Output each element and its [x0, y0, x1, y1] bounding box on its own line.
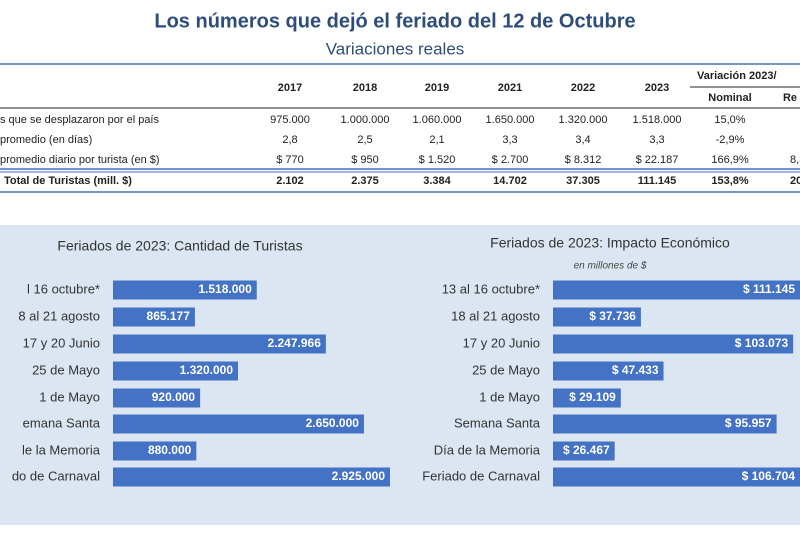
category-label: 8 al 21 agosto [18, 308, 100, 323]
value-label: 2.650.000 [306, 416, 360, 430]
column-header: 2017 [278, 82, 302, 94]
bar [553, 441, 615, 461]
cell: $ 22.187 [636, 154, 679, 166]
bar [113, 334, 326, 354]
cell: 3.384 [423, 175, 451, 187]
cell: 2,5 [357, 134, 372, 146]
value-label: $ 106.704 [742, 469, 796, 483]
value-label: 880.000 [148, 443, 192, 457]
cell: $ 770 [276, 154, 304, 166]
bar [553, 414, 777, 434]
category-label: Feriado de Carnaval [422, 468, 540, 483]
value-label: $ 103.073 [735, 336, 789, 350]
subtitle: Variaciones reales [326, 39, 465, 58]
value-label: 1.518.000 [198, 282, 252, 296]
subcolumn-header: Re [783, 92, 797, 104]
value-label: $ 37.736 [589, 309, 636, 323]
bar [113, 388, 201, 408]
cell: $ 1.520 [419, 154, 456, 166]
category-label: l 16 octubre* [27, 281, 100, 296]
chart-title: Feriados de 2023: Cantidad de Turistas [57, 238, 302, 254]
cell: 1.650.000 [486, 114, 535, 126]
category-label: 25 de Mayo [32, 362, 100, 377]
cell: 2.375 [351, 175, 379, 187]
cell: 8,3 [790, 154, 800, 166]
cell: -2,9% [716, 134, 745, 146]
row-label: promedio (en días) [0, 134, 92, 146]
bar [113, 414, 364, 434]
cell: 15,0% [714, 114, 745, 126]
value-label: $ 95.957 [725, 416, 772, 430]
title: Los números que dejó el feriado del 12 d… [154, 10, 635, 32]
cell: 1.320.000 [559, 114, 608, 126]
category-label: 25 de Mayo [472, 362, 540, 377]
category-label: Semana Santa [454, 415, 541, 430]
category-label: Día de la Memoria [434, 442, 541, 457]
value-label: $ 26.467 [563, 443, 610, 457]
cell: $ 8.312 [565, 154, 602, 166]
cell: 2,8 [282, 134, 297, 146]
value-label: 2.247.966 [267, 336, 321, 350]
column-header: 2021 [498, 82, 522, 94]
cell: 166,9% [711, 154, 749, 166]
cell: 111.145 [638, 175, 677, 187]
bar [553, 334, 794, 354]
category-label: 1 de Mayo [39, 389, 100, 404]
cell: 3,4 [575, 134, 590, 146]
row-label: s que se desplazaron por el país [0, 114, 159, 126]
category-label: le la Memoria [22, 442, 101, 457]
category-label: 17 y 20 Junio [23, 335, 100, 350]
bar [553, 467, 800, 487]
bar [113, 361, 239, 381]
cell: $ 2.700 [492, 154, 529, 166]
category-label: 13 al 16 octubre* [442, 281, 540, 296]
value-label: $ 47.433 [612, 363, 659, 377]
row-label: promedio diario por turista (en $) [0, 154, 160, 166]
cell: 975.000 [270, 114, 310, 126]
cell: 1.060.000 [413, 114, 462, 126]
value-label: 865.177 [147, 309, 191, 323]
bar [113, 467, 390, 487]
category-label: 17 y 20 Junio [463, 335, 540, 350]
cell: 14.702 [493, 175, 527, 187]
category-label: emana Santa [23, 415, 101, 430]
row-label: Total de Turistas (mill. $) [4, 175, 132, 187]
value-label: $ 111.145 [743, 282, 795, 296]
chart-subtitle: en millones de $ [574, 261, 647, 272]
column-header: 2022 [571, 82, 595, 94]
category-label: 18 al 21 agosto [451, 308, 540, 323]
value-label: 2.925.000 [332, 469, 386, 483]
category-label: do de Carnaval [12, 468, 100, 483]
cell: 1.000.000 [341, 114, 390, 126]
subcolumn-header: Nominal [708, 92, 751, 104]
cell: 1.518.000 [633, 114, 682, 126]
column-header: 2019 [425, 82, 449, 94]
cell: 2,1 [429, 134, 444, 146]
value-label: $ 29.109 [569, 390, 616, 404]
category-label: 1 de Mayo [479, 389, 540, 404]
bar [113, 441, 197, 461]
chart-title: Feriados de 2023: Impacto Económico [490, 235, 730, 251]
column-header: 2018 [353, 82, 377, 94]
cell: 2.102 [276, 175, 304, 187]
value-label: 920.000 [152, 390, 196, 404]
bar [113, 307, 195, 327]
cell: 37.305 [566, 175, 600, 187]
value-label: 1.320.000 [180, 363, 234, 377]
group-header: Variación 2023/ [697, 70, 777, 82]
bar [113, 280, 257, 300]
bar [553, 361, 664, 381]
cell: 20, [790, 175, 800, 187]
cell: 153,8% [711, 175, 749, 187]
cell: $ 950 [351, 154, 379, 166]
bar [553, 388, 621, 408]
bar [553, 307, 641, 327]
bar [553, 280, 800, 300]
column-header: 2023 [645, 82, 669, 94]
cell: 3,3 [502, 134, 517, 146]
cell: 3,3 [649, 134, 664, 146]
